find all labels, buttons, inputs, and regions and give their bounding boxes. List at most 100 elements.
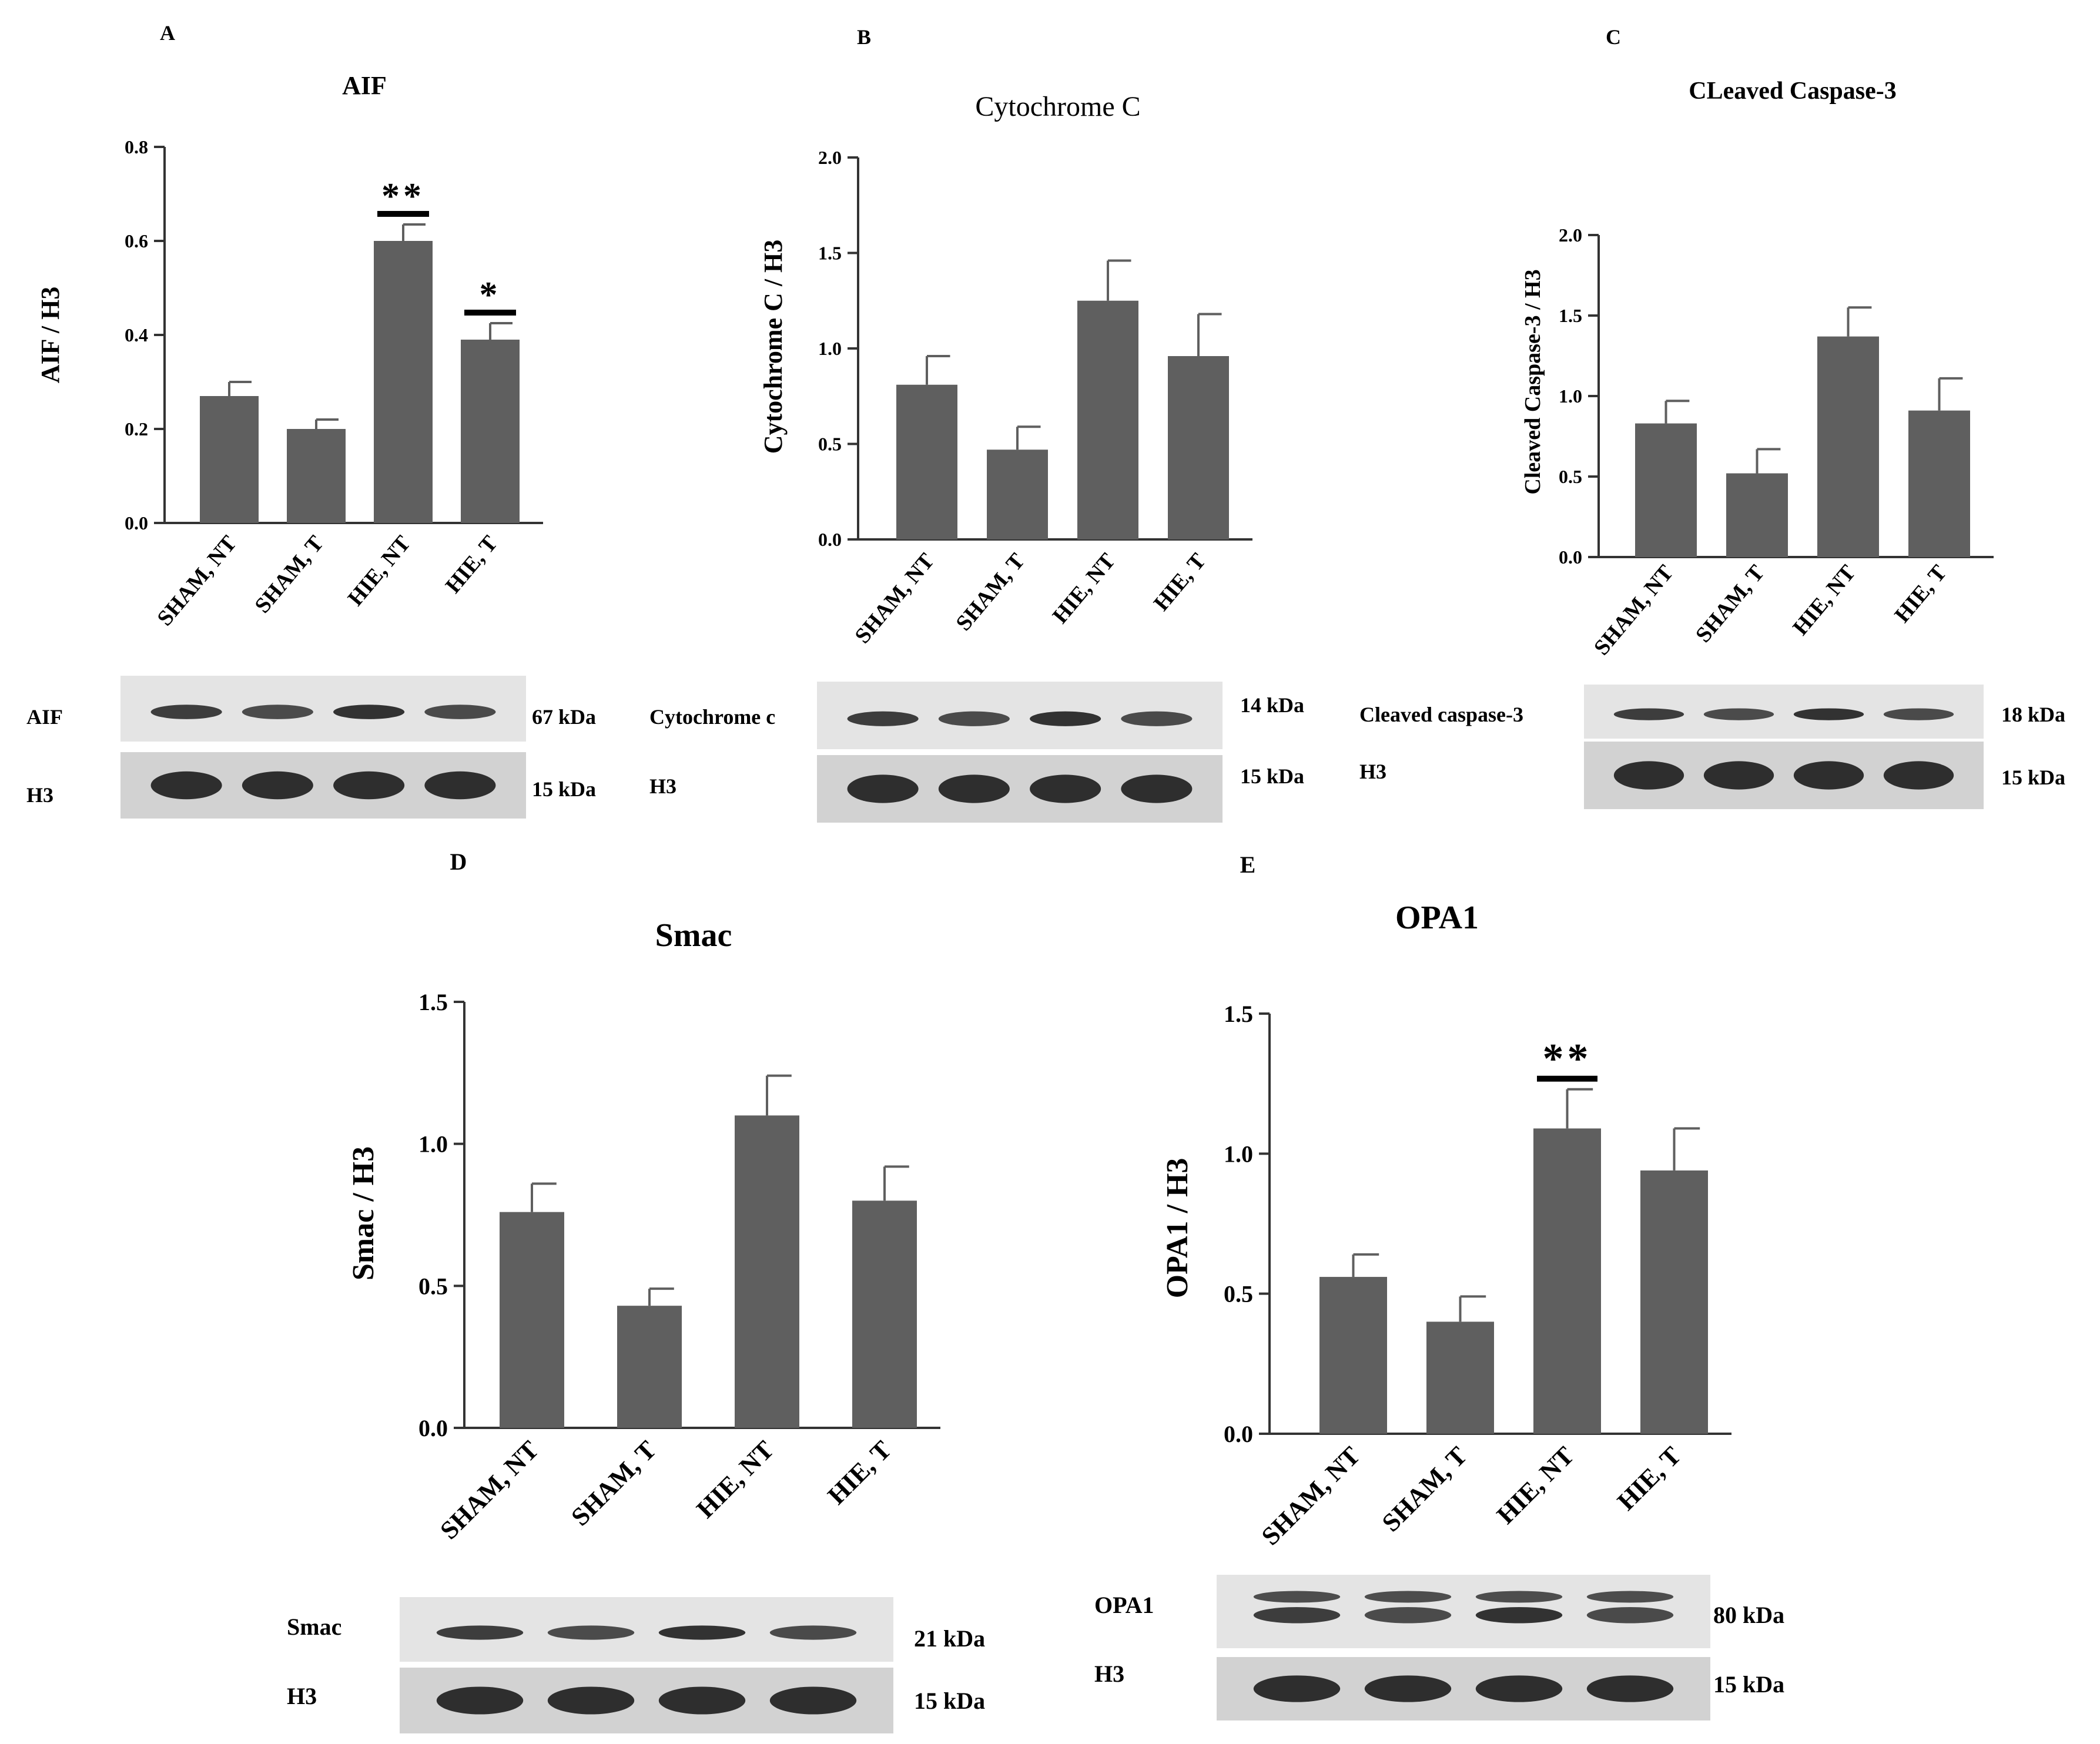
chart-title: CLeaved Caspase-3 [1689,78,1897,105]
y-tick-label: 1.0 [818,338,842,359]
blot-band [1253,1607,1341,1624]
blot-band [1883,708,1954,720]
chart-title: AIF [342,71,387,100]
blot-band [1364,1675,1452,1702]
blot-band [1030,711,1101,726]
x-tick-label: HIE, NT [1491,1441,1579,1529]
y-tick-label: 0.0 [125,512,148,534]
y-axis-label: OPA1 / H3 [1161,1158,1194,1299]
blot-band [1030,774,1101,803]
blot-band [1121,711,1193,726]
y-tick-label: 0.0 [418,1415,448,1441]
y-axis-label: AIF / H3 [36,287,65,384]
bar [1319,1277,1387,1434]
bar [287,429,346,523]
blot-label: H3 [1359,760,1386,783]
bar [1533,1128,1601,1434]
x-tick-label: SHAM, T [951,549,1030,636]
panel-letter: C [1606,25,1621,49]
x-tick-label: HIE, NT [343,531,416,611]
blot-band [847,774,919,803]
blot-band [769,1686,857,1715]
bar [1908,410,1970,557]
x-tick-label: HIE, T [822,1435,897,1510]
blot-label: H3 [26,783,53,807]
blot-band [436,1625,524,1640]
y-tick-label: 0.5 [818,434,842,455]
blot-kda-label: 15 kDa [914,1688,985,1714]
blot-h3-strip [1217,1657,1710,1720]
blot-label: AIF [26,705,63,729]
blot-label: H3 [1094,1661,1124,1687]
y-tick-label: 0.5 [1224,1281,1253,1307]
blot-band [1883,761,1954,790]
blot-band [1364,1607,1452,1624]
y-tick-label: 0.0 [1559,546,1582,568]
blot-band [333,705,405,719]
blot-h3-strip [120,752,526,819]
chart-title: Smac [655,917,732,954]
bar [1640,1170,1708,1434]
x-tick-label: HIE, T [1890,561,1951,628]
blot-kda-label: 80 kDa [1713,1602,1784,1628]
x-tick-label: HIE, NT [1788,561,1860,640]
blot-band [1586,1591,1674,1603]
panel-letter: B [857,25,871,49]
bar [500,1212,564,1428]
bar [1817,336,1879,557]
blot-band [242,771,313,800]
panel-a: A AIF AIF / H3 0.0 0.2 0.4 0.6 0.8 SHAM, NT SHAM,… [26,21,596,819]
panel-b: B Cytochrome C Cytochrome C / H3 0.0 0.5 1.0 1… [649,25,1304,823]
blot-label: OPA1 [1094,1592,1154,1618]
y-tick-label: 0.8 [125,136,148,157]
significance-marker: * [480,275,501,315]
bar [374,241,433,523]
blot-h3-strip [817,755,1223,823]
blot-band [938,774,1010,803]
x-tick-label: SHAM, T [250,531,329,618]
bar [852,1200,917,1428]
x-tick-label: HIE, NT [1048,549,1120,628]
blot-band [769,1625,857,1640]
y-tick-label: 2.0 [818,147,842,168]
bar [987,450,1048,539]
y-tick-label: 2.0 [1559,224,1582,246]
significance-marker: ** [381,176,425,216]
significance-marker: ** [1543,1035,1592,1082]
x-tick-label: SHAM, NT [152,531,242,630]
panel-letter: A [160,21,175,45]
blot-kda-label: 15 kDa [2001,766,2065,789]
blot-kda-label: 15 kDa [532,777,596,801]
y-axis-label: Cytochrome C / H3 [759,240,788,454]
blot-label: Cleaved caspase-3 [1359,703,1523,726]
blot-band [242,705,313,719]
y-tick-label: 1.0 [418,1131,448,1158]
blot-band [1586,1675,1674,1702]
blot-band [1253,1591,1341,1603]
blot-band [658,1625,746,1640]
blot-label: Cytochrome c [649,705,775,729]
blot-band [1703,761,1774,790]
bar [1635,423,1697,557]
blot-band [1475,1591,1563,1603]
blot-kda-label: 21 kDa [914,1625,985,1652]
y-tick-label: 1.0 [1224,1141,1253,1167]
blot-label: H3 [287,1683,317,1709]
x-tick-label: SHAM, T [565,1435,662,1531]
bar [735,1115,799,1428]
blot-band [1703,708,1774,720]
bar [461,340,520,523]
y-tick-label: 0.4 [125,324,148,346]
bar [200,396,259,523]
blot-target-strip [400,1597,893,1662]
blot-band [1253,1675,1341,1702]
panel-c: C CLeaved Caspase-3 Cleaved Caspase-3 / H3… [1359,25,2065,809]
y-tick-label: 1.5 [818,243,842,264]
blot-band [1364,1591,1452,1603]
blot-h3-strip [1584,742,1984,809]
y-tick-label: 0.2 [125,418,148,440]
y-tick-label: 0.5 [1559,466,1582,487]
bar [1077,300,1138,539]
x-tick-label: SHAM, T [1376,1441,1473,1537]
bar [1168,356,1229,539]
